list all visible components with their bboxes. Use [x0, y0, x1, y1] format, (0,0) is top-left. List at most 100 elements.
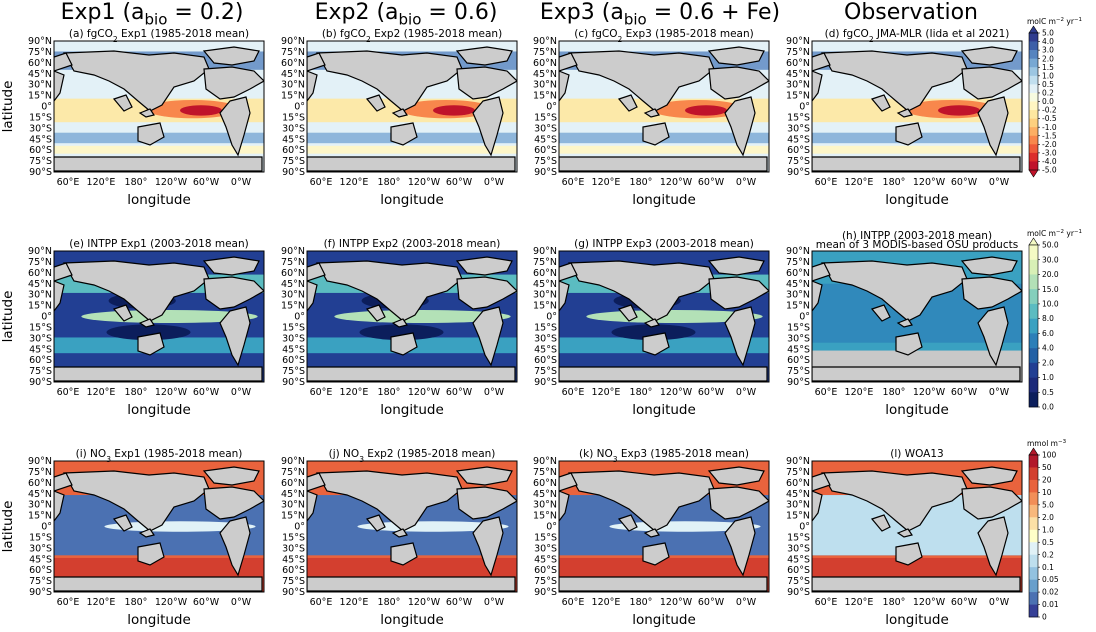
map-content	[307, 251, 517, 382]
lat-tick-label: 75°S	[282, 366, 305, 377]
colorbar-swatch	[1029, 144, 1038, 154]
lat-tick-label: 45°N	[28, 279, 52, 290]
colorbar-tick-label: 2.0	[1042, 358, 1054, 367]
map-content	[307, 461, 517, 592]
lat-tick-label: 75°S	[534, 156, 557, 167]
lon-tick-label: 0°W	[231, 597, 252, 608]
colorbar-tick-label: 8.0	[1042, 314, 1054, 323]
colorbar-tick-label: -4.0	[1042, 157, 1057, 166]
x-axis-label: longitude	[380, 612, 444, 628]
colorbar-swatch	[1029, 50, 1038, 59]
lon-tick-label: 60°W	[951, 597, 978, 608]
lat-tick-label: 75°N	[786, 257, 810, 268]
panel-title-text: (j) NO	[329, 448, 360, 460]
lon-tick-label: 60°E	[815, 177, 838, 188]
lat-tick-label: 30°S	[787, 123, 810, 134]
panel-title-line2: mean of 3 MODIS-based OSU products	[816, 239, 1018, 251]
lat-tick-label: 0°	[294, 312, 305, 323]
lon-tick-label: 60°W	[446, 387, 473, 398]
lat-tick-label: 0°	[546, 312, 557, 323]
lat-tick-label: 90°N	[533, 246, 557, 257]
lat-tick-label: 30°S	[534, 333, 557, 344]
lon-tick-label: 180°	[883, 387, 906, 398]
map-frame	[558, 460, 770, 593]
x-axis-label: longitude	[632, 402, 696, 418]
colorbar-unit-exp2: −1	[1074, 229, 1082, 235]
lat-tick-label: 45°S	[29, 344, 52, 355]
lat-tick-label: 45°N	[786, 279, 810, 290]
x-axis-label: longitude	[885, 402, 949, 418]
lon-tick-label: 60°E	[815, 387, 838, 398]
colorbar-tick-label: 0.5	[1042, 538, 1054, 547]
lat-tick-label: 60°N	[28, 478, 52, 489]
lat-tick-label: 15°S	[534, 322, 557, 333]
y-axis-label: latitude	[0, 81, 16, 133]
lat-tick-label: 15°S	[29, 322, 52, 333]
lat-tick-label: 60°S	[29, 355, 52, 366]
lat-tick-label: 90°N	[28, 36, 52, 47]
lat-tick-label: 60°N	[533, 268, 557, 279]
lat-tick-label: 45°N	[281, 69, 305, 80]
lon-tick-label: 120°W	[155, 387, 188, 398]
colorbar-tick-label: -0.2	[1042, 106, 1057, 115]
lat-tick-label: 30°S	[282, 543, 305, 554]
lat-tick-label: 15°S	[534, 112, 557, 123]
lat-tick-label: 75°N	[786, 467, 810, 478]
lat-tick-label: 75°N	[281, 257, 305, 268]
lon-tick-label: 60°E	[57, 597, 80, 608]
panel-title-subscript: 3	[613, 455, 618, 464]
colorbar-tick-label: -5.0	[1042, 166, 1057, 175]
lon-tick-label: 120°E	[340, 177, 369, 188]
panel-title-text: (i) NO	[76, 448, 107, 460]
lon-tick-label: 60°E	[310, 387, 333, 398]
colorbar-tick-label: 1.5	[1042, 63, 1054, 72]
colorbar-tick-label: 6.0	[1042, 329, 1054, 338]
lon-tick-label: 60°W	[446, 597, 473, 608]
lat-tick-label: 0°	[799, 522, 810, 533]
x-axis-label: longitude	[127, 192, 191, 208]
x-axis-label: longitude	[127, 402, 191, 418]
lat-tick-label: 0°	[799, 102, 810, 113]
lat-tick-label: 60°S	[534, 355, 557, 366]
map-content	[54, 41, 264, 172]
lat-tick-label: 45°N	[786, 69, 810, 80]
lat-tick-label: 0°	[546, 102, 557, 113]
colorbar-extend-max	[1028, 25, 1039, 34]
lat-tick-label: 75°S	[534, 366, 557, 377]
panel-title-rest: Exp2 (1985-2018 mean)	[364, 448, 495, 460]
lon-tick-label: 120°W	[408, 177, 441, 188]
lat-tick-label: 90°N	[281, 456, 305, 467]
colorbar-row-2: 50.0 30.0 20.0 15.0 10.0 8.0 6.0 4.0 2.0 1.0 0.5 0.…	[1027, 229, 1082, 412]
lat-tick-label: 15°N	[281, 511, 305, 522]
colorbar-tick-label: 15.0	[1042, 285, 1059, 294]
lon-tick-label: 120°E	[845, 177, 874, 188]
map-content	[812, 461, 1022, 592]
lat-tick-label: 0°	[294, 522, 305, 533]
colorbar-tick-label: 0.2	[1042, 89, 1054, 98]
lon-tick-label: 120°E	[845, 387, 874, 398]
lat-tick-label: 60°N	[28, 268, 52, 279]
lon-tick-label: 180°	[125, 177, 148, 188]
lat-tick-label: 45°N	[533, 279, 557, 290]
lon-tick-label: 0°W	[989, 597, 1010, 608]
map-panel-g: (g) INTPP Exp3 (2003-2018 mean)90°N75°N6…	[533, 238, 770, 418]
colorbar-swatch	[1029, 135, 1038, 145]
lat-tick-label: 15°S	[787, 112, 810, 123]
lon-tick-label: 60°W	[698, 387, 725, 398]
lon-tick-label: 120°E	[592, 177, 621, 188]
lat-tick-label: 45°S	[787, 554, 810, 565]
colorbar-tick-label: 4.0	[1042, 37, 1054, 46]
panel-title-subscript: 3	[106, 455, 111, 464]
lat-tick-label: 75°N	[533, 257, 557, 268]
colorbar-unit-text2: yr	[1064, 17, 1075, 26]
colorbar-swatch	[1029, 67, 1038, 77]
lon-tick-label: 0°W	[484, 387, 505, 398]
field-equatorial-core	[685, 105, 727, 116]
lat-tick-label: 30°N	[28, 80, 52, 91]
colorbar-swatch	[1029, 101, 1038, 111]
lat-tick-label: 75°S	[29, 156, 52, 167]
map-panel-e: (e) INTPP Exp1 (2003-2018 mean)90°N75°N6…	[0, 238, 265, 418]
map-panel-b: (b) fgCO2 Exp2 (1985-2018 mean)90°N75°N6…	[281, 28, 518, 208]
lat-tick-label: 15°N	[28, 511, 52, 522]
lon-tick-label: 120°W	[660, 177, 693, 188]
